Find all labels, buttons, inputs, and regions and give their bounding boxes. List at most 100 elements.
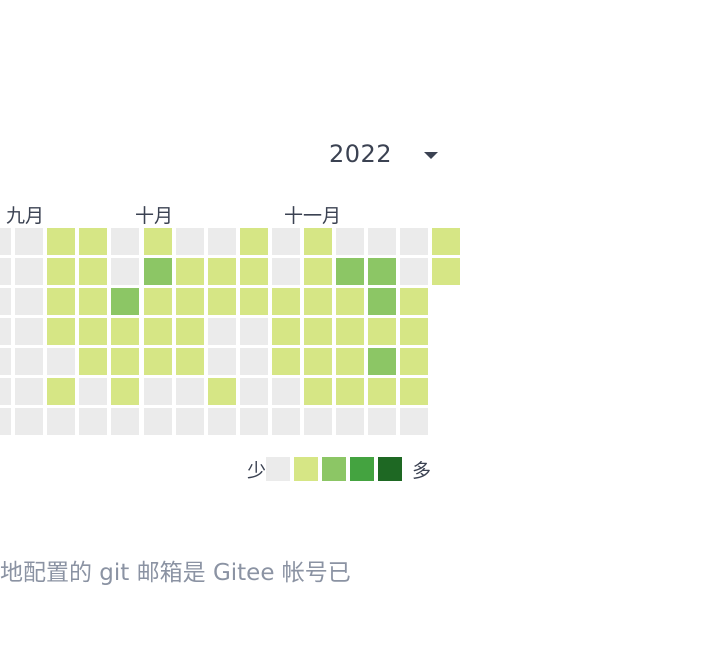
contribution-cell[interactable] (79, 258, 107, 285)
contribution-cell[interactable] (111, 258, 139, 285)
contribution-cell[interactable] (47, 258, 75, 285)
contribution-cell[interactable] (304, 318, 332, 345)
contribution-cell[interactable] (272, 228, 300, 255)
contribution-cell[interactable] (336, 258, 364, 285)
contribution-cell[interactable] (304, 408, 332, 435)
contribution-cell[interactable] (400, 228, 428, 255)
contribution-cell[interactable] (111, 378, 139, 405)
contribution-cell[interactable] (208, 348, 236, 375)
contribution-cell[interactable] (144, 378, 172, 405)
contribution-cell[interactable] (144, 348, 172, 375)
contribution-cell[interactable] (144, 408, 172, 435)
contribution-cell[interactable] (304, 378, 332, 405)
contribution-cell[interactable] (336, 408, 364, 435)
contribution-cell[interactable] (304, 348, 332, 375)
contribution-cell[interactable] (15, 348, 43, 375)
contribution-cell[interactable] (240, 348, 268, 375)
contribution-cell[interactable] (400, 258, 428, 285)
contribution-cell[interactable] (336, 228, 364, 255)
contribution-cell[interactable] (240, 318, 268, 345)
contribution-cell[interactable] (47, 288, 75, 315)
contribution-cell[interactable] (0, 318, 11, 345)
contribution-cell[interactable] (47, 318, 75, 345)
contribution-cell[interactable] (176, 348, 204, 375)
contribution-cell[interactable] (176, 288, 204, 315)
contribution-cell[interactable] (47, 408, 75, 435)
contribution-cell[interactable] (304, 228, 332, 255)
contribution-cell[interactable] (336, 318, 364, 345)
contribution-cell[interactable] (111, 408, 139, 435)
contribution-cell[interactable] (0, 288, 11, 315)
contribution-cell[interactable] (400, 378, 428, 405)
contribution-cell[interactable] (0, 228, 11, 255)
contribution-cell[interactable] (0, 378, 11, 405)
contribution-cell[interactable] (368, 318, 396, 345)
contribution-cell[interactable] (304, 258, 332, 285)
contribution-cell[interactable] (336, 348, 364, 375)
contribution-cell[interactable] (79, 318, 107, 345)
contribution-cell[interactable] (272, 258, 300, 285)
contribution-cell[interactable] (368, 228, 396, 255)
contribution-cell[interactable] (208, 258, 236, 285)
contribution-cell[interactable] (368, 258, 396, 285)
contribution-cell[interactable] (176, 258, 204, 285)
contribution-cell[interactable] (176, 318, 204, 345)
contribution-cell[interactable] (368, 288, 396, 315)
contribution-cell[interactable] (79, 348, 107, 375)
contribution-cell[interactable] (272, 288, 300, 315)
contribution-cell[interactable] (144, 288, 172, 315)
contribution-cell[interactable] (272, 318, 300, 345)
contribution-cell[interactable] (0, 408, 11, 435)
contribution-cell[interactable] (272, 378, 300, 405)
contribution-cell[interactable] (240, 408, 268, 435)
year-selector[interactable]: 2022 (329, 138, 439, 170)
contribution-cell[interactable] (432, 228, 460, 255)
contribution-cell[interactable] (208, 288, 236, 315)
contribution-cell[interactable] (208, 228, 236, 255)
contribution-cell[interactable] (111, 228, 139, 255)
contribution-cell[interactable] (0, 348, 11, 375)
contribution-cell[interactable] (208, 408, 236, 435)
contribution-cell[interactable] (79, 288, 107, 315)
contribution-cell[interactable] (336, 378, 364, 405)
contribution-cell[interactable] (336, 288, 364, 315)
contribution-cell[interactable] (47, 378, 75, 405)
contribution-cell[interactable] (400, 288, 428, 315)
contribution-cell[interactable] (368, 348, 396, 375)
contribution-cell[interactable] (15, 228, 43, 255)
contribution-cell[interactable] (15, 288, 43, 315)
contribution-cell[interactable] (368, 408, 396, 435)
contribution-cell[interactable] (240, 258, 268, 285)
contribution-cell[interactable] (15, 408, 43, 435)
contribution-cell[interactable] (208, 318, 236, 345)
contribution-cell[interactable] (240, 378, 268, 405)
contribution-cell[interactable] (144, 258, 172, 285)
contribution-cell[interactable] (0, 258, 11, 285)
contribution-cell[interactable] (144, 228, 172, 255)
contribution-cell[interactable] (176, 228, 204, 255)
contribution-cell[interactable] (272, 348, 300, 375)
contribution-cell[interactable] (47, 228, 75, 255)
contribution-cell[interactable] (144, 318, 172, 345)
contribution-cell[interactable] (47, 348, 75, 375)
contribution-cell[interactable] (400, 408, 428, 435)
contribution-cell[interactable] (432, 258, 460, 285)
contribution-cell[interactable] (176, 378, 204, 405)
contribution-cell[interactable] (15, 378, 43, 405)
contribution-cell[interactable] (272, 408, 300, 435)
contribution-cell[interactable] (79, 228, 107, 255)
contribution-cell[interactable] (240, 288, 268, 315)
contribution-cell[interactable] (111, 288, 139, 315)
contribution-cell[interactable] (176, 408, 204, 435)
contribution-cell[interactable] (15, 318, 43, 345)
contribution-cell[interactable] (304, 288, 332, 315)
contribution-cell[interactable] (400, 318, 428, 345)
contribution-cell[interactable] (240, 228, 268, 255)
contribution-cell[interactable] (368, 378, 396, 405)
contribution-cell[interactable] (79, 378, 107, 405)
contribution-cell[interactable] (79, 408, 107, 435)
contribution-cell[interactable] (208, 378, 236, 405)
contribution-cell[interactable] (400, 348, 428, 375)
contribution-cell[interactable] (111, 318, 139, 345)
contribution-cell[interactable] (15, 258, 43, 285)
